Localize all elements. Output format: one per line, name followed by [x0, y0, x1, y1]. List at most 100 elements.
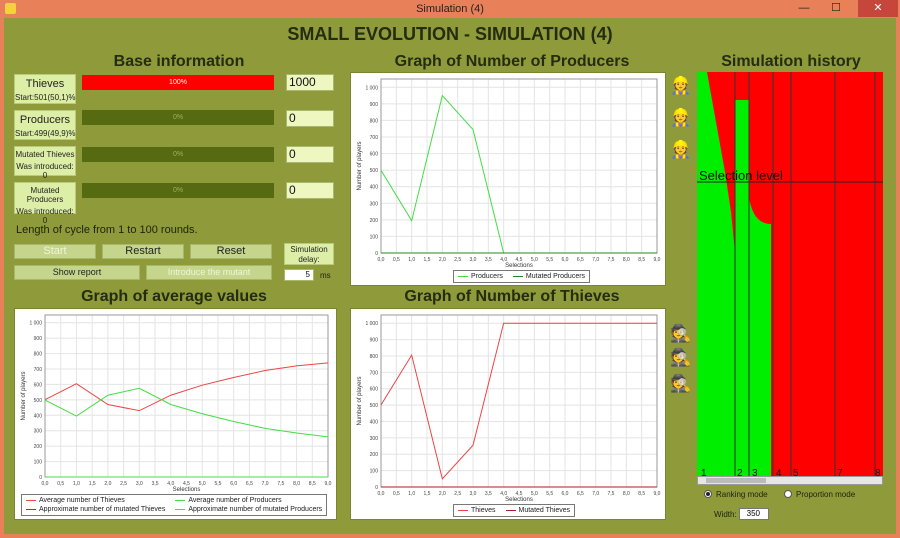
- history-tick: 3: [752, 468, 758, 479]
- x-tick-label: 2,0: [104, 481, 111, 487]
- producers-progress: 0%: [82, 110, 274, 125]
- x-tick-label: 6,5: [577, 491, 584, 497]
- x-axis-label: Selections: [505, 497, 533, 503]
- introduce-mutant-button[interactable]: Introduce the mutant: [146, 265, 272, 280]
- producers-progress-text: 0%: [172, 114, 184, 121]
- history-scrollbar[interactable]: [697, 476, 883, 485]
- x-tick-label: 2,5: [120, 481, 127, 487]
- restart-button[interactable]: Restart: [102, 244, 184, 259]
- history-column-1-gradient: [699, 72, 735, 482]
- y-tick-label: 0: [39, 475, 42, 481]
- producers-start: Start:499(49,9)%: [15, 129, 76, 138]
- legend-label: Average number of Producers: [188, 497, 282, 504]
- thieves-chart: 0 100 200 300 400 500 600 700 800 900 1 000 0,0 0,5 1…: [350, 308, 666, 520]
- legend-label: Mutated Thieves: [518, 507, 571, 514]
- ranking-mode-label: Ranking mode: [716, 490, 768, 499]
- close-button[interactable]: ✕: [858, 0, 898, 17]
- series-line: [44, 362, 329, 412]
- x-tick-label: 0,0: [378, 491, 385, 497]
- legend-label: Approximate number of mutated Thieves: [39, 506, 166, 513]
- y-tick-label: 300: [370, 201, 379, 207]
- y-tick-label: 300: [34, 429, 43, 435]
- history-tick: 8: [875, 468, 881, 479]
- thieves-progress: 100%: [82, 75, 274, 90]
- y-tick-label: 900: [370, 102, 379, 108]
- y-tick-label: 400: [370, 419, 379, 425]
- series-line: [380, 322, 657, 480]
- show-report-button[interactable]: Show report: [14, 265, 140, 280]
- y-tick-label: 900: [370, 338, 379, 344]
- base-info-heading: Base information: [113, 53, 245, 70]
- legend-label: Thieves: [471, 507, 496, 514]
- mutated-producers-progress-text: 0%: [172, 187, 184, 194]
- y-tick-label: 700: [370, 370, 379, 376]
- history-tick: 1: [701, 468, 707, 479]
- x-tick-label: 7,5: [608, 491, 615, 497]
- x-tick-label: 1,0: [408, 491, 415, 497]
- scrollbar-thumb[interactable]: [706, 478, 766, 483]
- delay-input[interactable]: 5: [284, 269, 314, 281]
- producers-graph-heading: Graph of Number of Producers: [394, 53, 630, 70]
- legend-item: Average number of Producers: [175, 497, 322, 504]
- x-tick-label: 4,0: [500, 491, 507, 497]
- x-tick-label: 5,5: [214, 481, 221, 487]
- y-tick-label: 1 000: [365, 85, 378, 91]
- thief-icon: 🕵: [670, 324, 692, 343]
- x-tick-label: 8,5: [638, 491, 645, 497]
- history-tick: 2: [737, 468, 743, 479]
- width-spinner[interactable]: 350: [739, 508, 769, 520]
- mutated-thieves-label: Mutated Thieves: [15, 150, 75, 159]
- maximize-button[interactable]: ☐: [831, 2, 841, 14]
- y-tick-label: 600: [34, 382, 43, 388]
- proportion-mode-radio[interactable]: [784, 490, 792, 498]
- history-column-2: [735, 100, 749, 482]
- x-tick-label: 5,0: [199, 481, 206, 487]
- x-tick-label: 1,5: [424, 491, 431, 497]
- y-tick-label: 800: [370, 118, 379, 124]
- x-tick-label: 7,0: [592, 491, 599, 497]
- x-tick-label: 2,0: [439, 257, 446, 263]
- ranking-mode-radio[interactable]: [704, 490, 712, 498]
- mutated-thieves-progress: 0%: [82, 147, 274, 162]
- x-tick-label: 7,5: [277, 481, 284, 487]
- y-tick-label: 400: [34, 413, 43, 419]
- chart-svg: 0 100 200 300 400 500 600 700 800 900 1 000 0,0 0,5 1…: [357, 78, 661, 269]
- mutated-thieves-introduced: Was introduced: 0: [16, 162, 74, 180]
- y-tick-label: 1 000: [365, 321, 378, 327]
- legend-swatch: [175, 499, 186, 501]
- x-tick-label: 4,5: [516, 257, 523, 263]
- x-tick-label: 3,0: [470, 257, 477, 263]
- y-tick-label: 500: [370, 168, 379, 174]
- history-column-1: [697, 72, 699, 482]
- start-button[interactable]: Start: [14, 244, 96, 259]
- producers-chart: 0 100 200 300 400 500 600 700 800 900 1 000 0,0 0,5 1…: [350, 72, 666, 286]
- y-tick-label: 200: [370, 452, 379, 458]
- avg-values-chart: 0 100 200 300 400 500 600 700 800 900 1 000 0,0 0,5 1…: [14, 308, 337, 520]
- x-tick-label: 4,5: [183, 481, 190, 487]
- mutated-producers-label: Mutated Producers: [26, 186, 64, 204]
- x-tick-label: 3,5: [485, 491, 492, 497]
- x-tick-label: 1,5: [89, 481, 96, 487]
- x-tick-label: 8,0: [293, 481, 300, 487]
- thieves-graph-heading: Graph of Number of Thieves: [404, 288, 620, 305]
- x-tick-label: 6,0: [562, 257, 569, 263]
- reset-button[interactable]: Reset: [190, 244, 272, 259]
- legend-item: Mutated Thieves: [505, 507, 571, 514]
- thief-icon: 🕵: [670, 348, 692, 367]
- x-tick-label: 8,5: [638, 257, 645, 263]
- history-canvas: [697, 72, 883, 482]
- main-panel: SMALL EVOLUTION - SIMULATION (4) Base in…: [4, 18, 896, 534]
- minimize-button[interactable]: —: [798, 2, 810, 14]
- x-tick-label: 1,5: [424, 257, 431, 263]
- history-column-3: [749, 197, 771, 482]
- series-line: [44, 387, 329, 438]
- x-tick-label: 0,5: [393, 491, 400, 497]
- thief-icon: 🕵: [670, 374, 692, 393]
- thieves-count: 1000: [286, 74, 334, 91]
- y-tick-label: 100: [370, 469, 379, 475]
- legend-item: Approximate number of mutated Producers: [175, 506, 322, 513]
- window-title: Simulation (4): [416, 3, 484, 15]
- x-tick-label: 9,0: [654, 257, 661, 263]
- x-tick-label: 7,5: [608, 257, 615, 263]
- x-tick-label: 0,5: [393, 257, 400, 263]
